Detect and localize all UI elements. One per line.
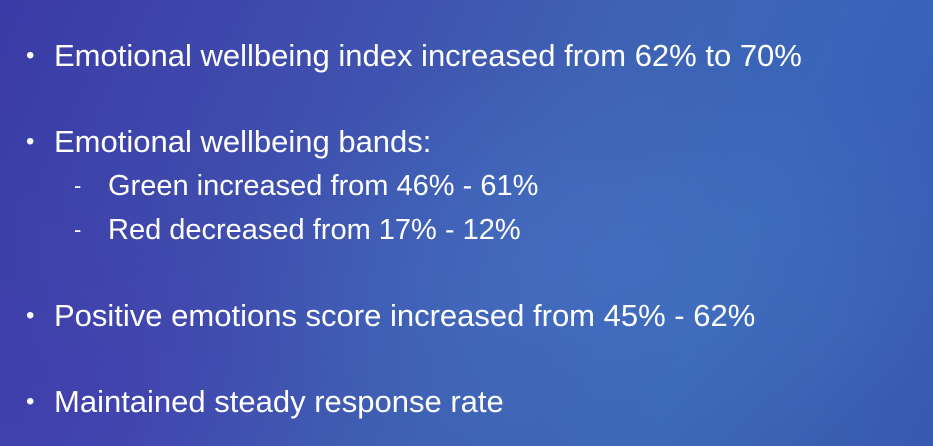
sub-bullet-text: Red decreased from 17% - 12% (108, 214, 521, 246)
sub-bullet-marker: - (74, 217, 82, 242)
bullet-text: Positive emotions score increased from 4… (54, 298, 756, 333)
bullet-wellbeing-index: • Emotional wellbeing index increased fro… (26, 38, 802, 74)
sub-bullet-text: Green increased from 46% - 61% (108, 170, 539, 202)
sub-bullet-marker: - (74, 173, 82, 198)
bullet-marker: • (26, 128, 35, 155)
bullet-response-rate: • Maintained steady response rate (26, 384, 504, 420)
sub-bullet-green: - Green increased from 46% - 61% (74, 169, 538, 203)
bullet-marker: • (26, 302, 35, 329)
bullet-text: Emotional wellbeing index increased from… (54, 38, 802, 73)
bullet-positive-emotions: • Positive emotions score increased from … (26, 298, 755, 334)
bullet-text: Maintained steady response rate (54, 384, 504, 419)
bullet-marker: • (26, 388, 35, 415)
bullet-marker: • (26, 42, 35, 69)
bullet-wellbeing-bands: • Emotional wellbeing bands: (26, 124, 431, 160)
sub-bullet-red: - Red decreased from 17% - 12% (74, 213, 521, 247)
bullet-text: Emotional wellbeing bands: (54, 124, 432, 159)
